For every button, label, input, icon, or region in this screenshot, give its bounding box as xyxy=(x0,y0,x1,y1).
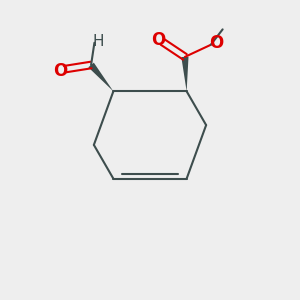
Text: O: O xyxy=(53,62,67,80)
Polygon shape xyxy=(181,57,188,91)
Text: O: O xyxy=(151,31,165,49)
Text: O: O xyxy=(209,34,223,52)
Polygon shape xyxy=(88,63,113,91)
Text: H: H xyxy=(92,34,104,49)
